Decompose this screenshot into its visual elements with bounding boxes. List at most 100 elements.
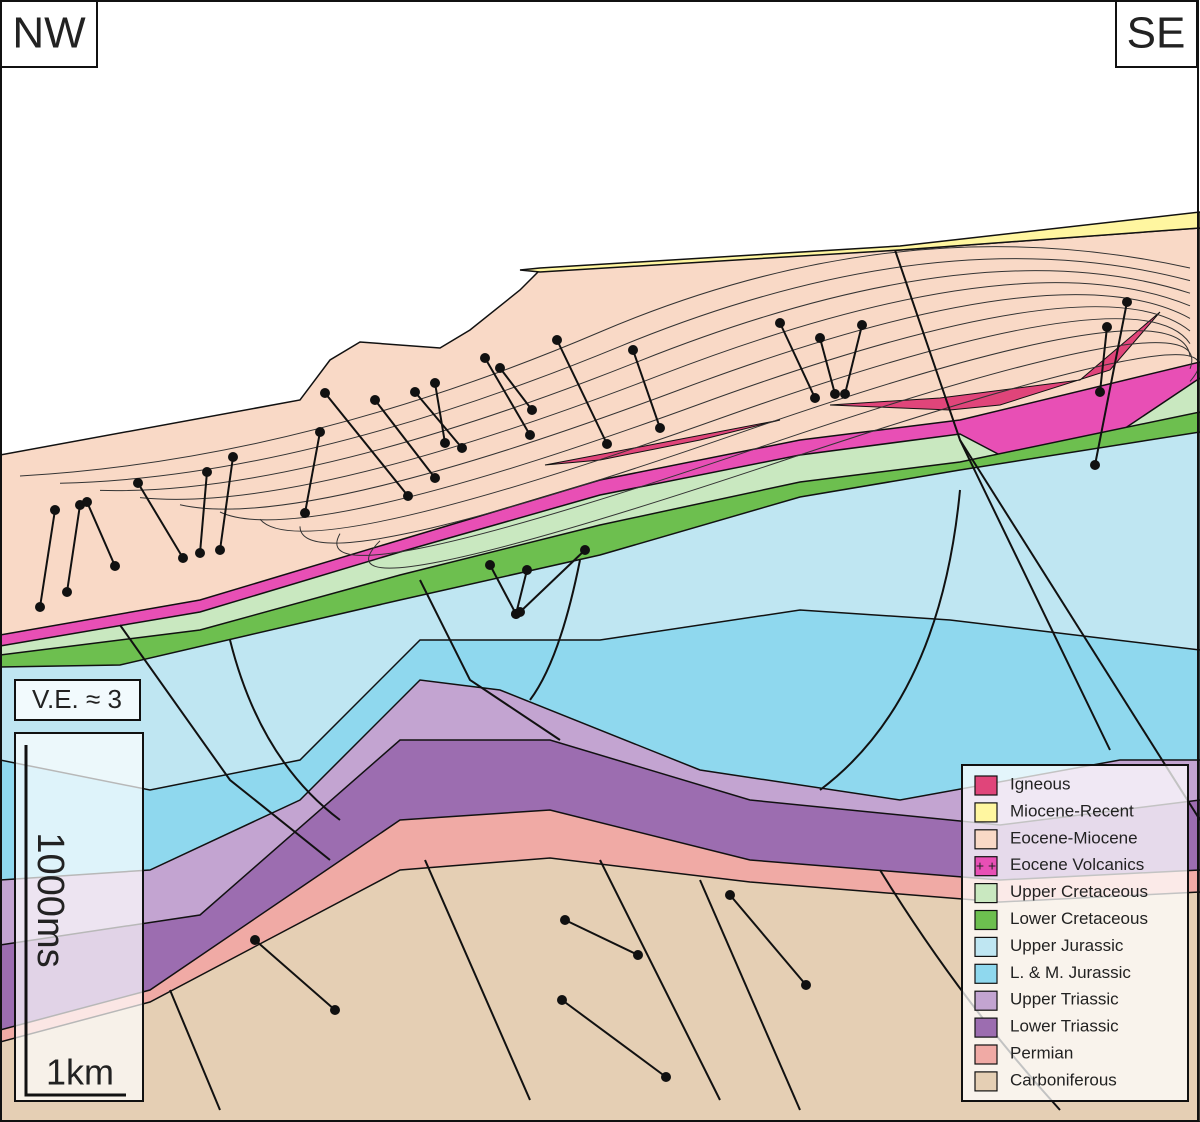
fault-stick [519, 549, 586, 613]
fault-tip [250, 935, 260, 945]
fault-tip [815, 333, 825, 343]
fault-tip [557, 995, 567, 1005]
fault-stick [434, 382, 446, 444]
legend-label: Carboniferous [1010, 1070, 1117, 1089]
legend-label: Eocene-Miocene [1010, 828, 1138, 847]
fault-tip [370, 395, 380, 405]
fault-stick [632, 349, 661, 429]
fault-tip [1090, 460, 1100, 470]
fault-tip [655, 423, 665, 433]
fault-tip [801, 980, 811, 990]
fault-tip [300, 508, 310, 518]
fault-tip [525, 430, 535, 440]
miocene-recent [519, 211, 1200, 273]
fault [119, 624, 331, 861]
fault-tip [82, 497, 92, 507]
fault-stick [484, 357, 531, 436]
fault-stick [489, 564, 517, 615]
fault-stick [564, 919, 639, 956]
legend-label: L. & M. Jurassic [1010, 963, 1131, 982]
legend-swatch [974, 963, 998, 984]
fault-tip [580, 545, 590, 555]
ve-label: V.E. ≈ 3 [32, 684, 122, 714]
stratal-line [179, 294, 1191, 510]
legend-label: Eocene Volcanics [1010, 855, 1144, 874]
fault-tip [628, 345, 638, 355]
fault-stick [374, 399, 436, 479]
fault-tip [485, 560, 495, 570]
fault-stick [1099, 326, 1108, 393]
legend-swatch [974, 856, 998, 877]
stratal-line [259, 318, 1191, 532]
fault-tip [315, 427, 325, 437]
swatch-pattern: + + [976, 857, 996, 873]
fault-tip [228, 452, 238, 462]
legend-label: Upper Jurassic [1010, 936, 1124, 955]
fault-stick [414, 391, 463, 449]
fault-tip [35, 602, 45, 612]
fault-stick [779, 322, 816, 399]
stratal-line [299, 330, 1191, 544]
legend-label: Upper Cretaceous [1010, 882, 1148, 901]
nw-box [0, 0, 98, 68]
fault-tip [522, 565, 532, 575]
fault-stick [254, 939, 336, 1011]
legend [961, 764, 1189, 1102]
fault-stick [324, 392, 409, 497]
fault-stick [219, 456, 234, 551]
fault-stick [137, 482, 184, 559]
legend-label: Upper Triassic [1010, 990, 1119, 1009]
fault [819, 489, 961, 791]
stratal-line [336, 342, 1193, 556]
se-label: SE [1127, 9, 1186, 58]
fault-tip [215, 545, 225, 555]
fault-tip [840, 389, 850, 399]
fault-stick [819, 337, 836, 395]
fault-stick [66, 504, 81, 593]
vertical-scale: 1000ms [29, 832, 71, 967]
fault [229, 639, 341, 821]
fault-tip [830, 389, 840, 399]
fault-tip [330, 1005, 340, 1015]
fault-tip [725, 890, 735, 900]
fault-tip [810, 393, 820, 403]
stratal-line [368, 354, 1200, 569]
ve-box [14, 679, 141, 721]
scale-bar [24, 745, 126, 1097]
legend-label: Lower Triassic [1010, 1017, 1119, 1036]
legend-label: Igneous [1010, 774, 1071, 793]
legend-swatch [974, 1071, 998, 1092]
fault-stick [556, 339, 608, 445]
fault-stick [499, 367, 533, 411]
fault [529, 559, 581, 701]
fault-tip [410, 387, 420, 397]
fault-tip [440, 438, 450, 448]
stratal-line [19, 246, 1191, 477]
fault-stick [199, 471, 208, 554]
layer [0, 857, 1200, 1122]
sill [829, 311, 1161, 411]
fault-tip [515, 607, 525, 617]
fault-tip [527, 405, 537, 415]
fault-stick [515, 569, 528, 615]
horizontal-scale: 1km [46, 1052, 114, 1093]
scale-box [14, 732, 144, 1102]
fault-tip [133, 478, 143, 488]
legend-swatch [974, 775, 998, 796]
layers [0, 211, 1200, 1122]
legend-swatch [974, 1044, 998, 1065]
fault-tip [633, 950, 643, 960]
fault-stick [86, 501, 116, 567]
legend-label: Permian [1010, 1043, 1073, 1062]
legend-swatch [974, 882, 998, 904]
faults [35, 249, 1200, 1111]
legend-swatch [974, 909, 998, 931]
stratal-line [139, 282, 1191, 500]
fault-tip [195, 548, 205, 558]
fault [419, 579, 561, 741]
fault-tip [1122, 297, 1132, 307]
fault-tip [480, 353, 490, 363]
fault-tip [430, 378, 440, 388]
fault [699, 879, 801, 1111]
